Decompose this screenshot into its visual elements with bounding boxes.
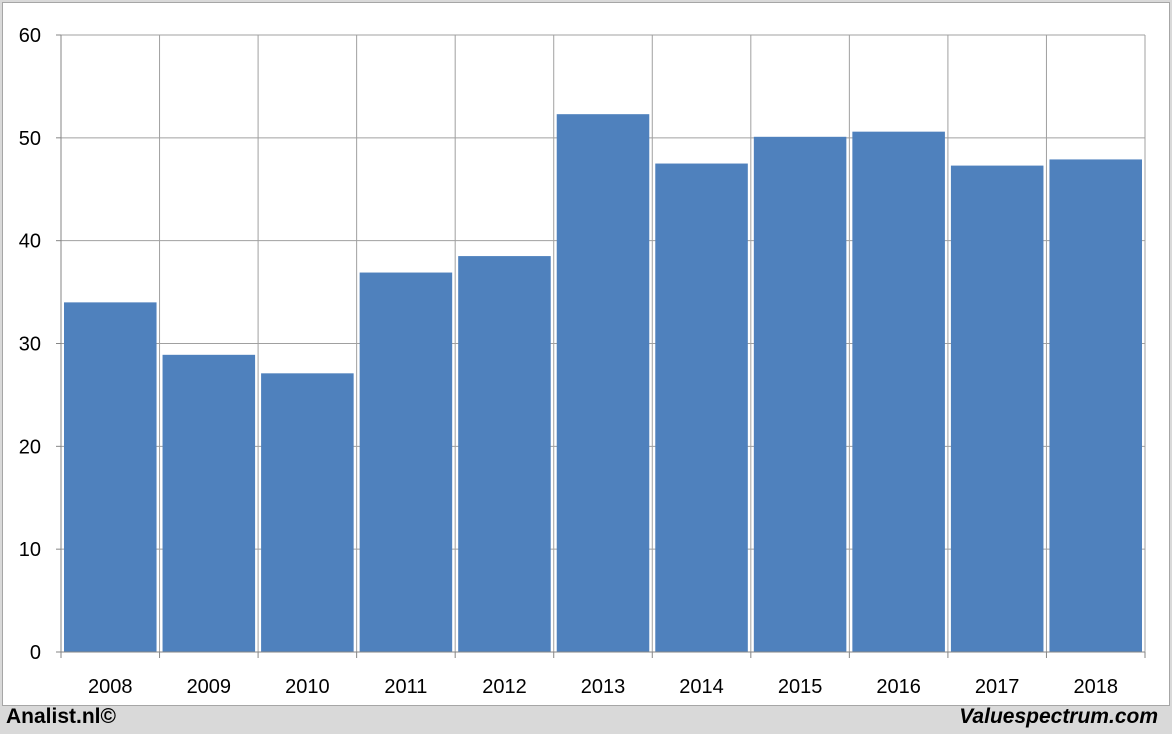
bar-2017 [950, 165, 1044, 652]
x-tick-label: 2015 [778, 676, 823, 698]
x-tick-label: 2016 [876, 676, 921, 698]
bar-2016 [852, 131, 945, 652]
bar-2008 [64, 302, 157, 652]
bar-2012 [458, 256, 551, 652]
y-tick-label: 40 [19, 231, 41, 253]
tick-labels: 0 10 20 30 40 50 60 2008 2009 2010 2011 2012 2013 201… [19, 25, 1118, 698]
chart-frame: 0 10 20 30 40 50 60 2008 2009 2010 2011 2012 2013 201… [2, 2, 1170, 706]
y-tick-label: 10 [19, 539, 41, 561]
y-tick-label: 50 [19, 128, 41, 150]
axes [56, 34, 1146, 658]
bars [64, 114, 1142, 653]
y-tick-label: 0 [30, 642, 41, 664]
y-tick-label: 60 [19, 25, 41, 47]
x-tick-label: 2009 [187, 676, 232, 698]
bar-2015 [753, 136, 847, 652]
y-tick-label: 20 [19, 436, 41, 458]
x-tick-label: 2013 [581, 676, 626, 698]
y-tick-label: 30 [19, 334, 41, 356]
bar-2018 [1049, 159, 1142, 652]
bar-2010 [261, 373, 354, 652]
x-tick-label: 2018 [1073, 676, 1118, 698]
bar-chart: 0 10 20 30 40 50 60 2008 2009 2010 2011 2012 2013 201… [19, 25, 1146, 698]
x-tick-label: 2017 [975, 676, 1020, 698]
bar-2013 [556, 114, 650, 653]
x-tick-label: 2008 [88, 676, 133, 698]
bar-2009 [162, 354, 256, 652]
bar-2014 [655, 163, 748, 652]
footer-source-left: Analist.nl© [6, 705, 116, 728]
x-tick-label: 2012 [482, 676, 527, 698]
x-tick-label: 2011 [384, 676, 427, 698]
footer-source-right: Valuespectrum.com [959, 705, 1158, 728]
bar-2011 [359, 272, 453, 652]
x-tick-label: 2010 [285, 676, 330, 698]
x-tick-label: 2014 [679, 676, 724, 698]
